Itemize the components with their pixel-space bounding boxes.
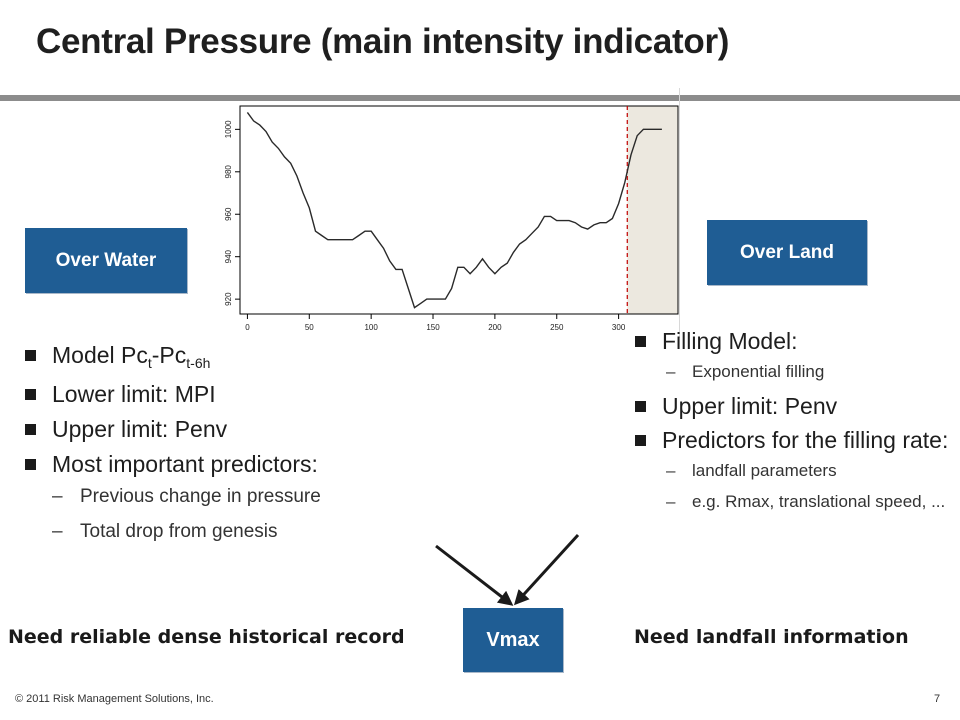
x-tick-label: 300 — [612, 323, 626, 332]
dash-marker: – — [666, 491, 676, 511]
note-historical-record: Need reliable dense historical record — [8, 626, 405, 648]
list-subitem: – Previous change in pressure — [22, 486, 422, 508]
pressure-series-line — [246, 111, 662, 309]
list-subitem: – Total drop from genesis — [22, 521, 422, 543]
x-tick-label: 200 — [488, 323, 502, 332]
dash-marker: – — [666, 461, 676, 481]
subitem-text: Exponential filling — [692, 362, 825, 382]
list-item: Filling Model: — [632, 329, 952, 353]
list-item: Lower limit: MPI — [22, 382, 422, 406]
model-sub-t: t — [147, 355, 152, 371]
y-tick-label: 920 — [224, 292, 233, 306]
list-item: Predictors for the filling rate: — [632, 428, 952, 452]
list-item: Upper limit: Penv — [22, 417, 422, 441]
y-tick-label: 980 — [224, 165, 233, 179]
x-tick-label: 50 — [305, 323, 314, 332]
vmax-box: Vmax — [463, 608, 563, 672]
dash-marker: – — [52, 486, 63, 508]
x-tick-label: 250 — [550, 323, 564, 332]
y-tick-label: 1000 — [224, 120, 233, 138]
page-title: Central Pressure (main intensity indicat… — [36, 22, 730, 61]
y-tick-label: 940 — [224, 249, 233, 263]
subitem-text: Total drop from genesis — [80, 521, 278, 542]
left-bullet-list: Model Pct-Pct-6h Lower limit: MPI Upper … — [22, 343, 422, 557]
subitem-text: landfall parameters — [692, 461, 837, 481]
model-text: Model Pc — [52, 342, 148, 368]
title-divider — [0, 95, 960, 101]
column-divider — [679, 88, 680, 338]
model-text-mid: -Pc — [151, 342, 187, 368]
pressure-chart: 0 50 100 150 200 250 300 920 940 960 980 1000 — [224, 105, 679, 332]
arrow-left — [435, 544, 514, 606]
y-tick-label: 960 — [224, 207, 233, 221]
model-sub-t6h: t-6h — [186, 355, 211, 371]
list-item: Most important predictors: — [22, 452, 422, 476]
list-subitem: – landfall parameters — [632, 461, 952, 481]
page-number: 7 — [934, 693, 941, 705]
list-item: Model Pct-Pct-6h — [22, 343, 422, 371]
plot-frame — [239, 105, 679, 315]
note-landfall-info: Need landfall information — [634, 626, 909, 648]
subitem-text: Previous change in pressure — [80, 486, 321, 508]
landfall-shading — [627, 106, 678, 314]
list-item: Upper limit: Penv — [632, 394, 952, 418]
x-tick-label: 0 — [245, 323, 250, 332]
dash-marker: – — [666, 362, 676, 382]
over-land-box: Over Land — [707, 220, 867, 285]
right-bullet-list: Filling Model: – Exponential filling Uppe… — [632, 329, 952, 523]
x-tick-label: 100 — [364, 323, 378, 332]
over-water-box: Over Water — [25, 228, 187, 293]
list-subitem: – Exponential filling — [632, 362, 952, 382]
copyright-footer: © 2011 Risk Management Solutions, Inc. — [15, 693, 214, 705]
dash-marker: – — [52, 521, 63, 542]
arrow-right — [513, 533, 580, 606]
list-subitem: – e.g. Rmax, translational speed, ... — [632, 491, 952, 512]
subitem-text: e.g. Rmax, translational speed, ... — [692, 491, 946, 511]
x-tick-label: 150 — [426, 323, 440, 332]
